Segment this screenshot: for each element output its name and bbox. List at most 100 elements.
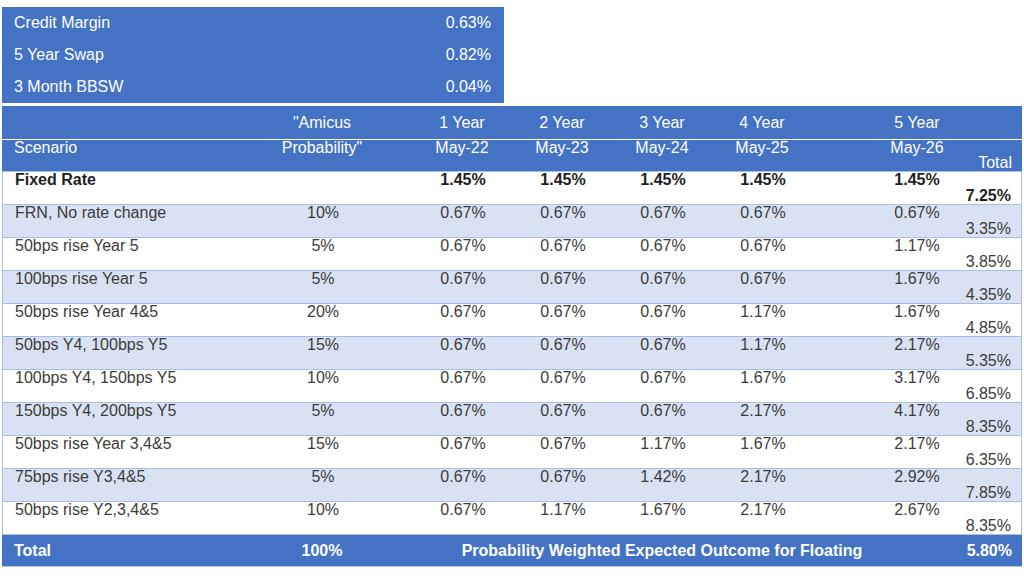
scenario-cell: 150bps Y4, 200bps Y5 (3, 402, 233, 420)
rate-cell: 1.67% (713, 435, 813, 453)
row-total-cell: 3.85% (813, 253, 1021, 271)
rate-cell: 0.67% (513, 237, 613, 255)
footer-total-label: Total (2, 542, 232, 560)
table-row-fixed-rate: Fixed Rate 1.45% 1.45% 1.45% 1.45% 1.45%… (3, 171, 1021, 204)
header-year-label: 2 Year (512, 114, 612, 132)
probability-cell: 10% (233, 369, 413, 387)
rate-cell: 2.17% (713, 468, 813, 486)
scenario-cell: 50bps Y4, 100bps Y5 (3, 336, 233, 354)
rate-cell: 0.67% (513, 204, 613, 222)
probability-cell: 20% (233, 303, 413, 321)
rate-cell: 0.67% (713, 204, 813, 222)
rate-cell: 2.17% (713, 402, 813, 420)
rate-cell: 0.67% (713, 270, 813, 288)
header-month-label: May-24 (612, 139, 712, 157)
rate-cell: 0.67% (713, 237, 813, 255)
probability-cell: 10% (233, 204, 413, 222)
row-total-cell: 3.35% (813, 220, 1021, 238)
rate-cell: 0.67% (513, 336, 613, 354)
probability-cell: 5% (233, 468, 413, 486)
header-amicus-label: "Amicus (232, 114, 412, 132)
rate-cell: 1.45% (713, 171, 813, 189)
row-total-cell: 7.25% (813, 187, 1021, 205)
header-month-label: May-22 (412, 139, 512, 157)
row-total-cell: 6.35% (813, 451, 1021, 469)
rate-cell: 1.17% (713, 336, 813, 354)
header-year-label: 1 Year (412, 114, 512, 132)
scenario-cell: 50bps rise Year 4&5 (3, 303, 233, 321)
rate-label: Credit Margin (2, 14, 446, 32)
row-total-cell: 8.35% (813, 418, 1021, 436)
rate-cell: 1.42% (613, 468, 713, 486)
probability-cell: 5% (233, 237, 413, 255)
header-month-label: May-25 (712, 139, 812, 157)
rate-cell: 1.45% (513, 171, 613, 189)
rate-cell: 0.67% (413, 369, 513, 387)
row-total-cell: 8.35% (813, 517, 1021, 535)
row-total-cell: 4.85% (813, 319, 1021, 337)
table-row: 50bps rise Year 4&5 20% 0.67% 0.67% 0.67… (3, 303, 1021, 336)
table-row: 100bps rise Year 5 5% 0.67% 0.67% 0.67% … (3, 270, 1021, 303)
footer-grand-total: 5.80% (912, 542, 1022, 560)
rate-cell: 1.17% (613, 435, 713, 453)
table-header-row-2: Scenario Probability" May-22 May-23 May-… (2, 139, 1022, 171)
probability-cell: 5% (233, 270, 413, 288)
footer-weighted-outcome-message: Probability Weighted Expected Outcome fo… (412, 542, 912, 560)
rate-cell: 0.67% (613, 369, 713, 387)
row-total-cell: 7.85% (813, 484, 1021, 502)
rate-cell: 0.67% (413, 303, 513, 321)
rate-cell: 1.45% (613, 171, 713, 189)
rate-cell: 0.67% (613, 270, 713, 288)
table-footer-row: Total 100% Probability Weighted Expected… (2, 534, 1022, 567)
scenario-cell: FRN, No rate change (3, 204, 233, 222)
rate-cell: 0.67% (513, 303, 613, 321)
probability-cell: 10% (233, 501, 413, 519)
rate-cell: 0.67% (613, 402, 713, 420)
table-row: 50bps Y4, 100bps Y5 15% 0.67% 0.67% 0.67… (3, 336, 1021, 369)
rate-value: 0.04% (446, 78, 504, 96)
rate-row: 5 Year Swap 0.82% (2, 39, 504, 71)
rate-cell: 1.67% (613, 501, 713, 519)
rate-cell: 0.67% (413, 270, 513, 288)
probability-cell: 15% (233, 336, 413, 354)
rate-cell: 0.67% (413, 501, 513, 519)
rate-label: 3 Month BBSW (2, 78, 446, 96)
header-scenario-label: Scenario (2, 139, 232, 157)
rate-cell: 1.45% (413, 171, 513, 189)
table-row: 100bps Y4, 150bps Y5 10% 0.67% 0.67% 0.6… (3, 369, 1021, 402)
table-row: 50bps rise Year 3,4&5 15% 0.67% 0.67% 1.… (3, 435, 1021, 468)
header-year-label: 3 Year (612, 114, 712, 132)
scenario-cell: 100bps rise Year 5 (3, 270, 233, 288)
table-row: 50bps rise Y2,3,4&5 10% 0.67% 1.17% 1.67… (3, 501, 1021, 534)
scenario-cell: 75bps rise Y3,4&5 (3, 468, 233, 486)
table-row: 75bps rise Y3,4&5 5% 0.67% 0.67% 1.42% 2… (3, 468, 1021, 501)
rate-row: 3 Month BBSW 0.04% (2, 71, 504, 103)
rate-cell: 0.67% (413, 237, 513, 255)
rate-label: 5 Year Swap (2, 46, 446, 64)
header-total-label: Total (812, 154, 1022, 172)
row-total-cell: 6.85% (813, 385, 1021, 403)
header-year-label: 5 Year (812, 114, 1022, 132)
rate-cell: 0.67% (513, 468, 613, 486)
table-row: 50bps rise Year 5 5% 0.67% 0.67% 0.67% 0… (3, 237, 1021, 270)
rate-cell: 1.67% (713, 369, 813, 387)
scenario-table-page: Credit Margin 0.63% 5 Year Swap 0.82% 3 … (0, 0, 1024, 567)
rate-cell: 0.67% (513, 402, 613, 420)
header-year-label: 4 Year (712, 114, 812, 132)
rate-cell: 0.67% (613, 204, 713, 222)
probability-cell: 15% (233, 435, 413, 453)
rate-cell: 0.67% (513, 270, 613, 288)
rate-cell: 0.67% (513, 435, 613, 453)
rate-cell: 1.17% (713, 303, 813, 321)
rate-cell: 0.67% (413, 336, 513, 354)
table-row: FRN, No rate change 10% 0.67% 0.67% 0.67… (3, 204, 1021, 237)
scenario-cell: 50bps rise Y2,3,4&5 (3, 501, 233, 519)
scenario-cell: Fixed Rate (3, 171, 233, 189)
rate-cell: 0.67% (413, 435, 513, 453)
probability-cell: 5% (233, 402, 413, 420)
rate-value: 0.82% (446, 46, 504, 64)
row-total-cell: 4.35% (813, 286, 1021, 304)
rate-cell: 0.67% (513, 369, 613, 387)
header-month-label: May-23 (512, 139, 612, 157)
rate-cell: 0.67% (413, 402, 513, 420)
